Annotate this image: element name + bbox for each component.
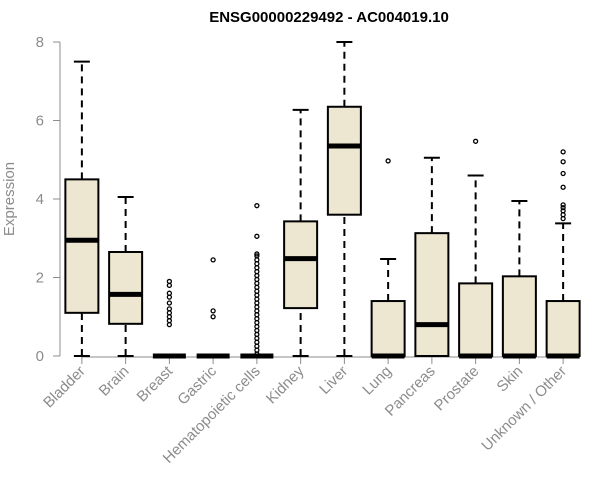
outlier-point [210,308,216,314]
box-iqr [370,300,406,357]
box-group [326,41,362,357]
box-group [501,199,537,359]
boxes [64,41,581,359]
box-group [152,278,186,359]
box-group [108,196,144,357]
outlier-point [560,184,566,190]
x-tick-label: Skin [494,363,527,396]
x-tick-label: Bladder [40,363,89,412]
box-group [370,158,406,359]
outlier-point [560,208,566,214]
box-iqr [326,105,362,216]
outlier-point [166,290,173,296]
outlier-point [560,204,566,211]
y-tick-label: 8 [36,34,44,51]
box-group [240,203,274,359]
x-tick-label: Prostate [431,363,483,415]
y-tick-label: 4 [36,191,44,208]
box-iqr [545,300,581,357]
outlier-point [560,170,566,177]
x-tick-label: Breast [134,362,177,405]
box-group [283,108,319,357]
box-iqr [64,178,100,314]
box-group [64,60,100,357]
outlier-point [166,306,173,312]
x-tick-label: Kidney [263,362,308,407]
outlier-point [472,138,479,144]
x-tick-label: Liver [316,363,351,398]
box-iqr [108,250,144,325]
outlier-point [210,314,216,320]
x-tick-label: Lung [359,363,395,399]
chart-title: ENSG00000229492 - AC004019.10 [209,9,449,26]
box-iqr [501,275,537,358]
box-group [545,149,581,359]
y-tick-label: 6 [36,113,44,130]
outlier-point [166,278,173,285]
y-tick-label: 0 [36,348,44,365]
outlier-point [560,149,566,155]
box-iqr [458,282,494,358]
outlier-point [254,203,260,209]
outlier-point [560,202,566,208]
box-group [458,138,494,359]
outlier-point [210,257,216,263]
outlier-point [254,251,260,257]
box-group [414,156,450,358]
y-axis-label: Expression [1,162,18,236]
box-iqr [283,220,319,310]
outlier-point [560,159,566,165]
x-tick-label: Brain [96,363,133,400]
box-iqr [414,232,450,358]
outlier-point [166,300,173,306]
outlier-point [254,233,260,239]
y-tick-label: 2 [36,270,44,287]
outlier-point [254,253,260,259]
outlier-point [385,158,391,164]
box-group [196,257,230,359]
